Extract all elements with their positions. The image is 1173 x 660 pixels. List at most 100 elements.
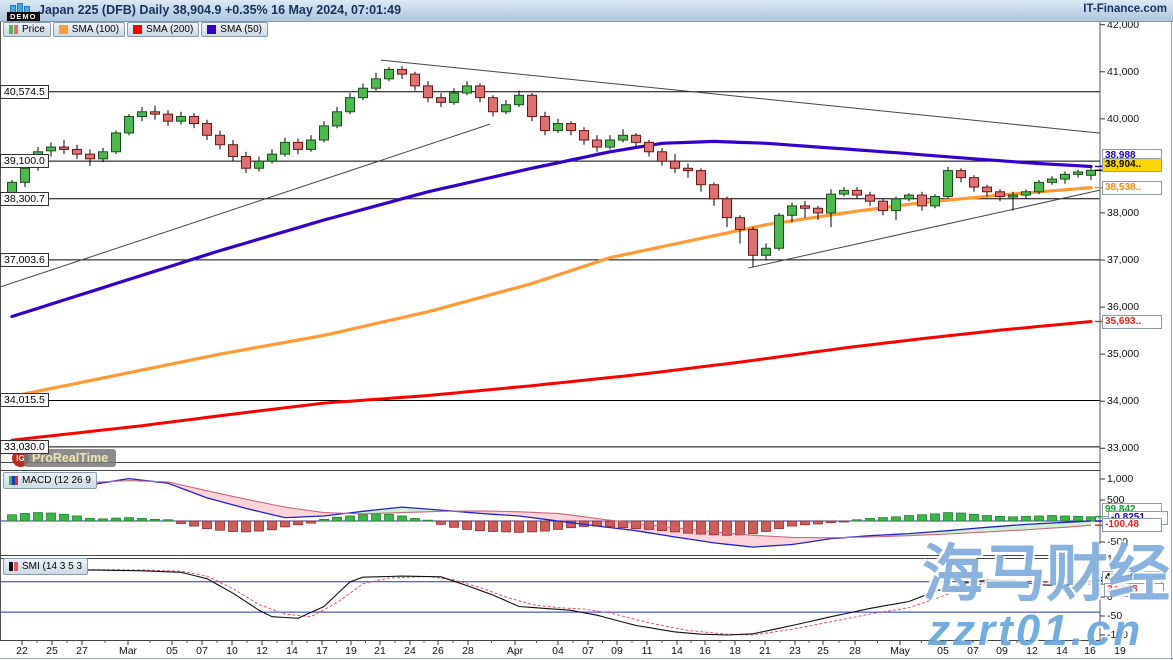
instrument-title: Japan 225 (DFB) Daily 38,904.9 +0.35% 16… <box>38 3 402 17</box>
macd-histogram-bar <box>176 520 186 524</box>
macd-histogram-bar <box>345 515 355 522</box>
candle-body <box>891 198 901 212</box>
x-axis-label: 07 <box>196 645 208 657</box>
candle-body <box>345 97 355 113</box>
macd-histogram-bar <box>553 520 563 530</box>
candle-body <box>501 104 511 113</box>
macd-icon <box>9 476 18 485</box>
candle-body <box>384 68 394 80</box>
macd-histogram-bar <box>1008 516 1018 522</box>
macd-band <box>363 509 376 514</box>
macd-band <box>740 534 753 548</box>
macd-histogram-bar <box>709 520 719 536</box>
macd-histogram-bar <box>943 512 953 522</box>
macd-histogram-bar <box>826 520 836 524</box>
macd-histogram-bar <box>683 520 693 534</box>
macd-histogram-bar <box>46 512 56 522</box>
macd-histogram-bar <box>215 520 225 531</box>
x-axis-label: 21 <box>759 645 771 657</box>
candle-body <box>748 228 758 256</box>
candle-body <box>722 198 732 219</box>
candle-body <box>423 85 433 99</box>
macd-histogram-bar <box>111 517 121 522</box>
candle-body <box>1021 191 1031 196</box>
legend-sma50-label: SMA (50) <box>220 24 262 35</box>
x-axis-label: 11 <box>641 645 653 657</box>
smi-legend-label: SMI (14 3 5 3 <box>22 561 83 572</box>
candle-body <box>46 146 56 152</box>
macd-macd-line <box>11 477 1092 548</box>
candle-body <box>150 111 160 115</box>
macd-histogram-bar <box>371 513 381 522</box>
macd-legend-button[interactable]: MACD (12 26 9 <box>3 472 97 489</box>
candle-body <box>124 115 134 134</box>
candle-body <box>995 191 1005 197</box>
candle-body <box>1008 194 1018 198</box>
candle-body <box>371 78 381 89</box>
macd-histogram-bar <box>358 514 368 522</box>
sma100-line <box>10 186 1093 399</box>
macd-histogram-bar <box>566 520 576 529</box>
macd-histogram-bar <box>761 520 771 532</box>
x-axis-label: 07 <box>582 645 594 657</box>
macd-histogram-bar <box>735 520 745 536</box>
y-axis-label: 33,000 <box>1107 442 1140 455</box>
macd-histogram-bar <box>241 520 251 533</box>
candle-body <box>644 141 654 153</box>
smi-legend-button[interactable]: SMI (14 3 5 3 <box>3 558 89 575</box>
candle-body <box>761 247 771 256</box>
macd-histogram-bar <box>696 520 706 535</box>
legend-sma100-button[interactable]: SMA (100) <box>52 22 126 37</box>
candle-body <box>579 130 589 141</box>
macd-band <box>753 535 766 548</box>
y-axis-label: -500 <box>1107 536 1129 548</box>
legend-sma50-button[interactable]: SMA (50) <box>201 22 268 37</box>
brand-link[interactable]: IT-Finance.com <box>1083 3 1167 15</box>
candle-body <box>488 97 498 113</box>
candle-body <box>1047 178 1057 183</box>
candle-body <box>436 97 446 103</box>
macd-histogram-bar <box>891 516 901 522</box>
macd-histogram-bar <box>1021 516 1031 522</box>
x-axis-label: 26 <box>432 645 444 657</box>
candle-body <box>878 200 888 212</box>
smi-value-box: 34.008 <box>1104 583 1164 597</box>
macd-histogram-bar <box>33 512 43 522</box>
candle-body <box>735 217 745 230</box>
x-axis-label: 25 <box>46 645 58 657</box>
x-axis-label: 10 <box>226 645 238 657</box>
legend-sma200-button[interactable]: SMA (200) <box>127 22 200 37</box>
macd-histogram-bar <box>969 513 979 522</box>
candle-body <box>956 170 966 179</box>
x-axis-label: 05 <box>937 645 949 657</box>
macd-histogram-bar <box>748 520 758 534</box>
macd-histogram-bar <box>7 514 17 522</box>
macd-histogram-bar <box>293 520 303 526</box>
macd-histogram-bar <box>514 520 524 533</box>
x-axis-label: 24 <box>404 645 416 657</box>
x-axis-label: 21 <box>374 645 386 657</box>
macd-histogram-bar <box>1073 516 1083 522</box>
macd-histogram-bar <box>202 520 212 529</box>
candle-body <box>670 160 680 169</box>
macd-histogram-bar <box>319 518 329 522</box>
macd-band <box>987 526 1000 532</box>
x-axis-label: May <box>890 645 910 657</box>
smi-icon <box>9 562 18 571</box>
sma100-color-icon <box>58 25 68 34</box>
legend-price-button[interactable]: Price <box>3 22 51 37</box>
candle-body <box>267 153 277 162</box>
candlestick-chart-icon <box>8 2 32 13</box>
candle-body <box>969 177 979 188</box>
candle-body <box>449 92 459 103</box>
trendline <box>380 59 1101 134</box>
macd-histogram-bar <box>72 515 82 522</box>
macd-band <box>246 499 259 512</box>
macd-histogram-bar <box>631 520 641 529</box>
x-axis-label: 23 <box>789 645 801 657</box>
sma200-color-icon <box>133 25 143 34</box>
macd-histogram-bar <box>865 518 875 522</box>
legend-sma100-label: SMA (100) <box>71 24 120 35</box>
price-level-label: 37,003.6 <box>0 252 49 267</box>
